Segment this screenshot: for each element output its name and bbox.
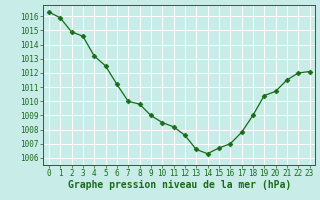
X-axis label: Graphe pression niveau de la mer (hPa): Graphe pression niveau de la mer (hPa) (68, 180, 291, 190)
